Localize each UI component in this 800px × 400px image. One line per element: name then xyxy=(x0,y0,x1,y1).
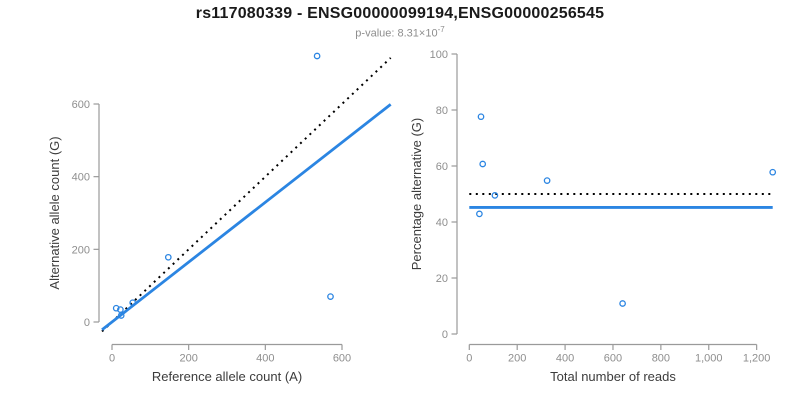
data-point xyxy=(769,168,777,176)
y-tick-label: 0 xyxy=(84,317,90,329)
x-tick-label: 200 xyxy=(508,353,526,365)
x-tick-label: 0 xyxy=(466,353,472,365)
x-tick-label: 400 xyxy=(256,353,274,365)
data-point xyxy=(164,253,172,261)
x-tick-label: 200 xyxy=(179,353,197,365)
x-tick-label: 600 xyxy=(604,353,622,365)
data-point xyxy=(479,160,487,168)
x-tick-label: 0 xyxy=(109,353,115,365)
figure-subtitle: p-value: 8.31×10-7 xyxy=(0,25,800,40)
y-tick-label: 80 xyxy=(436,105,448,117)
pvalue-exponent: -7 xyxy=(437,25,445,34)
data-point xyxy=(543,177,551,184)
data-point xyxy=(477,113,485,121)
data-point xyxy=(112,304,120,312)
right-scatter-plot: 0 20 40 60 80 100 0 200 400 600 800 1,000 1,200 Total… xyxy=(409,49,777,384)
data-point xyxy=(117,306,124,313)
y-tick-label: 60 xyxy=(436,161,448,173)
y-axis-title: Alternative allele count (G) xyxy=(47,136,62,289)
data-point xyxy=(129,299,137,307)
x-tick-label: 400 xyxy=(556,353,574,365)
x-tick-label: 1,000 xyxy=(695,353,723,365)
x-tick-label: 1,200 xyxy=(743,353,771,365)
y-tick-label: 200 xyxy=(72,244,90,256)
data-point xyxy=(619,300,626,307)
y-tick-label: 600 xyxy=(72,99,90,111)
data-point xyxy=(476,210,483,218)
expected-identity-line xyxy=(101,57,392,333)
data-point xyxy=(327,293,334,300)
data-point xyxy=(313,52,321,60)
x-axis-title: Reference allele count (A) xyxy=(152,369,302,384)
x-tick-label: 600 xyxy=(333,353,351,365)
figure-title: rs117080339 - ENSG00000099194,ENSG000002… xyxy=(195,5,605,22)
left-scatter-plot: 0 200 400 600 0 200 400 600 Reference allele cou… xyxy=(47,52,392,384)
data-point xyxy=(491,192,499,199)
y-tick-label: 40 xyxy=(436,217,448,229)
y-axis-title: Percentage alternative (G) xyxy=(409,118,424,270)
x-tick-label: 800 xyxy=(652,353,670,365)
x-axis-title: Total number of reads xyxy=(550,369,676,384)
fitted-ratio-line xyxy=(101,103,392,331)
pvalue-text: p-value: 8.31×10 xyxy=(355,27,438,40)
y-tick-label: 0 xyxy=(442,329,448,341)
y-tick-label: 400 xyxy=(72,172,90,184)
y-tick-label: 100 xyxy=(430,49,448,61)
y-tick-label: 20 xyxy=(436,273,448,285)
